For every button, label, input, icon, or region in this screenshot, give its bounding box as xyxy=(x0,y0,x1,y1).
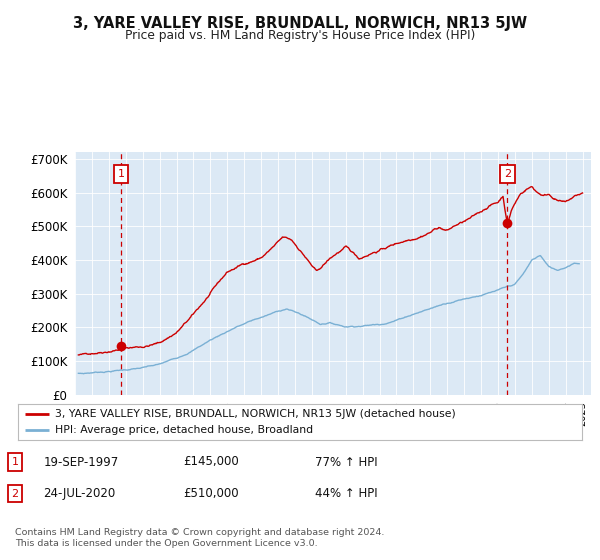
Text: 24-JUL-2020: 24-JUL-2020 xyxy=(43,487,115,501)
Text: 1: 1 xyxy=(118,169,125,179)
Text: 3, YARE VALLEY RISE, BRUNDALL, NORWICH, NR13 5JW: 3, YARE VALLEY RISE, BRUNDALL, NORWICH, … xyxy=(73,16,527,31)
Text: 19-SEP-1997: 19-SEP-1997 xyxy=(43,455,118,469)
Text: 1: 1 xyxy=(11,457,19,467)
Text: 77% ↑ HPI: 77% ↑ HPI xyxy=(315,455,377,469)
Text: 3, YARE VALLEY RISE, BRUNDALL, NORWICH, NR13 5JW (detached house): 3, YARE VALLEY RISE, BRUNDALL, NORWICH, … xyxy=(55,409,455,419)
Text: £510,000: £510,000 xyxy=(183,487,239,501)
Text: Price paid vs. HM Land Registry's House Price Index (HPI): Price paid vs. HM Land Registry's House … xyxy=(125,29,475,42)
Text: Contains HM Land Registry data © Crown copyright and database right 2024.
This d: Contains HM Land Registry data © Crown c… xyxy=(15,528,385,548)
Text: 2: 2 xyxy=(11,489,19,499)
Text: 2: 2 xyxy=(504,169,511,179)
Text: £145,000: £145,000 xyxy=(183,455,239,469)
Text: 44% ↑ HPI: 44% ↑ HPI xyxy=(315,487,377,501)
Text: HPI: Average price, detached house, Broadland: HPI: Average price, detached house, Broa… xyxy=(55,425,313,435)
